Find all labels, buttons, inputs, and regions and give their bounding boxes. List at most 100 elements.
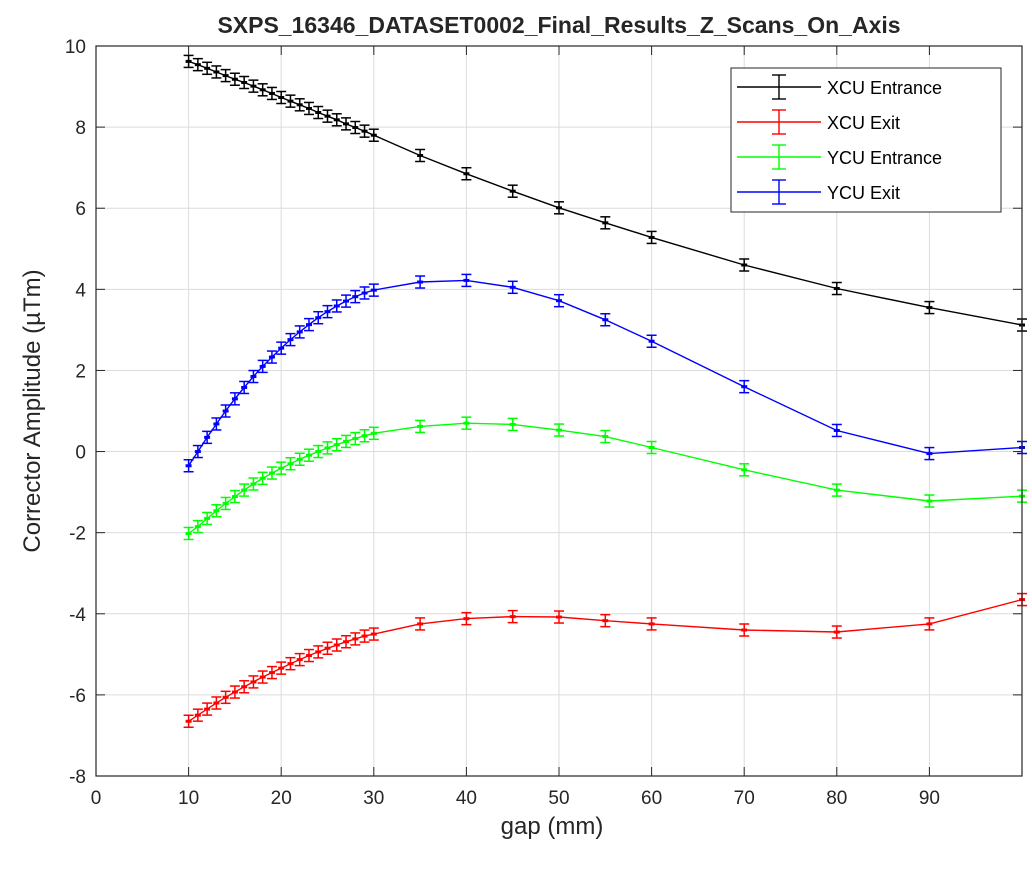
data-point (239, 380, 250, 395)
data-point (646, 440, 657, 455)
data-point (294, 325, 305, 339)
data-point (924, 446, 935, 461)
data-point (294, 452, 305, 467)
data-point (554, 610, 564, 624)
legend-item: YCU Exit (737, 179, 900, 205)
data-point (276, 341, 287, 355)
data-point (341, 434, 352, 449)
data-point (211, 65, 222, 79)
data-point (554, 201, 564, 215)
data-point (239, 483, 250, 497)
data-point (313, 310, 324, 325)
legend: XCU Entrance XCU Exit YCU Entrance YCU Exit (730, 67, 1002, 213)
data-point (285, 94, 296, 108)
x-tick-label: 40 (456, 788, 477, 809)
data-point (341, 635, 352, 649)
series-2 (183, 416, 1027, 541)
data-point (229, 685, 240, 699)
x-tick-label: 80 (826, 788, 847, 809)
data-point (211, 696, 222, 710)
data-point (322, 441, 333, 455)
data-point (924, 300, 935, 315)
data-point (202, 430, 213, 445)
data-point (220, 690, 231, 705)
data-point (415, 617, 426, 631)
data-point (600, 429, 611, 444)
y-tick-label: -8 (69, 767, 86, 788)
data-point (331, 113, 342, 127)
data-point (415, 148, 426, 163)
data-point (239, 75, 250, 90)
x-tick-label: 70 (734, 788, 755, 809)
data-point (331, 299, 342, 313)
data-point (266, 466, 277, 480)
data-point (276, 661, 287, 675)
data-point (739, 463, 750, 477)
data-point (331, 437, 342, 452)
data-point (350, 289, 361, 304)
data-point (600, 216, 611, 230)
y-axis: -8 -6 -4 -2 0 2 4 6 8 10 (65, 37, 1022, 788)
data-point (202, 702, 213, 716)
data-point (359, 629, 370, 643)
data-point (461, 611, 472, 626)
data-point (285, 332, 296, 347)
data-point (266, 350, 277, 364)
y-tick-label: 2 (75, 361, 86, 382)
legend-label: YCU Exit (827, 183, 900, 203)
data-point (266, 665, 277, 680)
data-point (924, 617, 935, 631)
data-point (739, 258, 750, 272)
data-point (229, 392, 240, 406)
data-point (831, 483, 842, 497)
data-point (359, 286, 370, 300)
data-point (202, 511, 213, 526)
data-point (507, 417, 518, 432)
data-point (461, 167, 472, 181)
x-tick-label: 0 (91, 788, 102, 809)
data-point (211, 417, 222, 431)
data-point (294, 652, 305, 667)
x-tick-label: 10 (178, 788, 199, 809)
x-tick-label: 60 (641, 788, 662, 809)
data-point (192, 519, 203, 534)
data-point (192, 444, 203, 459)
data-point (276, 461, 287, 475)
data-point (322, 641, 333, 655)
data-point (415, 275, 426, 289)
data-point (220, 404, 231, 418)
data-point (276, 90, 287, 105)
y-tick-label: 6 (75, 199, 86, 220)
series-layer (183, 54, 1027, 728)
data-point (322, 109, 333, 123)
data-point (831, 281, 842, 296)
y-axis-label: Corrector Amplitude (µTm) (19, 269, 46, 552)
data-point (924, 494, 935, 508)
data-point (220, 68, 231, 83)
data-point (831, 423, 842, 438)
x-tick-label: 30 (363, 788, 384, 809)
data-point (322, 304, 333, 319)
y-tick-label: 4 (75, 280, 86, 301)
legend-item: XCU Entrance (737, 74, 942, 100)
data-point (350, 431, 361, 446)
data-point (202, 61, 213, 76)
data-point (192, 708, 203, 722)
y-tick-label: -6 (69, 686, 86, 707)
data-point (507, 609, 518, 624)
data-point (303, 648, 314, 663)
data-point (341, 117, 352, 131)
data-point (257, 359, 268, 374)
data-point (368, 627, 379, 641)
data-point (313, 444, 324, 459)
data-point (600, 313, 611, 327)
legend-label: XCU Exit (827, 113, 900, 133)
data-point (229, 72, 240, 87)
data-point (220, 496, 231, 511)
x-tick-label: 90 (919, 788, 940, 809)
chart-title: SXPS_16346_DATASET0002_Final_Results_Z_S… (217, 12, 900, 38)
data-point (368, 426, 379, 441)
data-point (257, 83, 268, 97)
data-point (248, 369, 259, 384)
